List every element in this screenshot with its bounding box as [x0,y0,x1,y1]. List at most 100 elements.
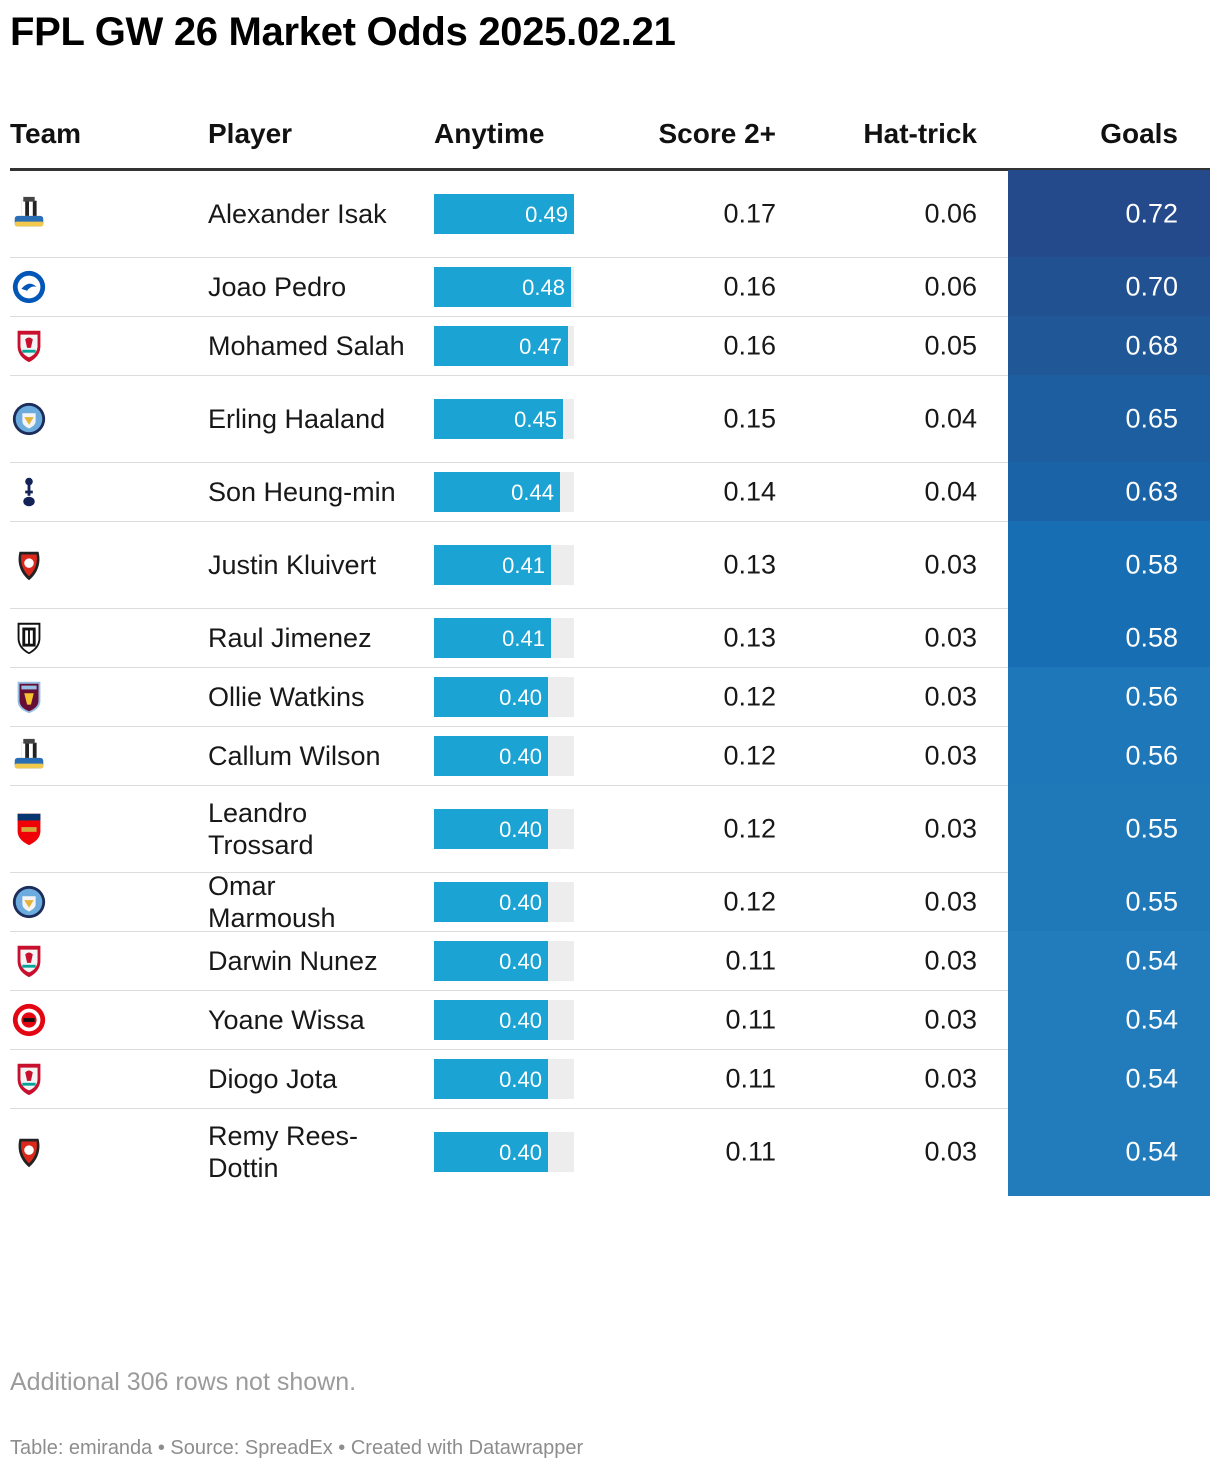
hat-trick-value: 0.03 [924,886,977,917]
club-crest-icon [17,813,41,846]
table-row: Mohamed Salah 0.47 0.16 0.05 0.68 [10,316,1210,376]
anytime-bar-track: 0.45 [434,399,574,439]
player-name: Raul Jimenez [208,623,372,653]
anytime-value: 0.41 [502,626,545,651]
hat-trick-value: 0.03 [924,945,977,976]
anytime-value: 0.41 [502,553,545,578]
goals-value: 0.55 [1125,813,1178,844]
score-2-plus-value: 0.15 [723,403,776,434]
goals-value: 0.58 [1125,622,1178,653]
player-name: Mohamed Salah [208,331,405,361]
goals-cell: 0.54 [1008,990,1210,1050]
anytime-bar-track: 0.44 [434,472,574,512]
anytime-value: 0.40 [499,1067,542,1092]
goals-cell: 0.56 [1008,726,1210,786]
anytime-bar-fill: 0.41 [434,545,551,585]
column-header-player[interactable]: Player [208,118,293,149]
table-row: Son Heung-min 0.44 0.14 0.04 0.63 [10,462,1210,522]
goals-cell: 0.72 [1008,170,1210,258]
anytime-bar-fill: 0.48 [434,267,571,307]
hat-trick-value: 0.03 [924,549,977,580]
anytime-bar-track: 0.40 [434,1000,574,1040]
anytime-bar-fill: 0.40 [434,809,548,849]
goals-value: 0.55 [1125,886,1178,917]
goals-value: 0.65 [1125,403,1178,434]
column-header-anytime[interactable]: Anytime [434,118,545,149]
player-name: Diogo Jota [208,1064,338,1094]
club-crest-icon [18,1138,40,1168]
table-row: Omar Marmoush 0.40 0.12 0.03 0.55 [10,871,1210,933]
goals-value: 0.54 [1125,945,1178,976]
hat-trick-value: 0.06 [924,198,977,229]
rows-not-shown-note: Additional 306 rows not shown. [10,1368,357,1396]
player-name: Erling Haaland [208,404,386,434]
column-header-score-2-plus[interactable]: Score 2+ [658,118,776,149]
player-name: Omar Marmoush [208,871,336,933]
anytime-bar-fill: 0.40 [434,677,548,717]
player-name: Leandro Trossard [208,798,314,860]
odds-table: Team Player Anytime Score 2+ Hat-trick G… [10,108,1210,1196]
club-crest-icon [18,551,40,581]
goals-cell: 0.54 [1008,1049,1210,1109]
anytime-bar-fill: 0.40 [434,736,548,776]
score-2-plus-value: 0.11 [725,1004,776,1035]
table-row: Erling Haaland 0.45 0.15 0.04 0.65 [10,375,1210,463]
anytime-bar-fill: 0.41 [434,618,551,658]
hat-trick-value: 0.04 [924,403,977,434]
anytime-bar-track: 0.40 [434,941,574,981]
anytime-bar-track: 0.40 [434,677,574,717]
hat-trick-value: 0.03 [924,1063,977,1094]
anytime-value: 0.47 [519,334,562,359]
anytime-bar-track: 0.40 [434,882,574,922]
table-row: Joao Pedro 0.48 0.16 0.06 0.70 [10,257,1210,317]
hat-trick-value: 0.06 [924,271,977,302]
anytime-bar-track: 0.49 [434,194,574,234]
score-2-plus-value: 0.13 [723,622,776,653]
score-2-plus-value: 0.14 [723,476,776,507]
score-2-plus-value: 0.12 [723,886,776,917]
player-name: Callum Wilson [208,741,381,771]
anytime-bar-fill: 0.40 [434,882,548,922]
anytime-bar-track: 0.40 [434,809,574,849]
hat-trick-value: 0.04 [924,476,977,507]
club-crest-icon [12,885,46,919]
goals-value: 0.56 [1125,740,1178,771]
club-crest-icon [17,330,41,363]
column-header-goals[interactable]: Goals [1100,118,1178,149]
goals-cell: 0.68 [1008,316,1210,376]
anytime-value: 0.48 [522,275,565,300]
table-row: Diogo Jota 0.40 0.11 0.03 0.54 [10,1049,1210,1109]
anytime-bar-fill: 0.40 [434,1059,548,1099]
score-2-plus-value: 0.16 [723,330,776,361]
score-2-plus-value: 0.16 [723,271,776,302]
anytime-value: 0.40 [499,685,542,710]
column-header-team[interactable]: Team [10,118,82,149]
goals-value: 0.58 [1125,549,1178,580]
anytime-bar-fill: 0.40 [434,941,548,981]
anytime-bar-track: 0.41 [434,545,574,585]
anytime-value: 0.40 [499,890,542,915]
club-crest-icon [12,270,46,304]
player-name: Alexander Isak [208,199,387,229]
column-header-hat-trick[interactable]: Hat-trick [863,118,977,149]
anytime-value: 0.40 [499,1008,542,1033]
anytime-bar-fill: 0.49 [434,194,574,234]
anytime-bar-fill: 0.47 [434,326,568,366]
hat-trick-value: 0.03 [924,681,977,712]
score-2-plus-value: 0.17 [723,198,776,229]
hat-trick-value: 0.03 [924,1136,977,1167]
anytime-bar-track: 0.40 [434,736,574,776]
goals-cell: 0.63 [1008,462,1210,522]
hat-trick-value: 0.03 [924,1004,977,1035]
anytime-bar-track: 0.48 [434,267,574,307]
goals-cell: 0.70 [1008,257,1210,317]
club-crest-icon [12,1003,46,1037]
goals-value: 0.68 [1125,330,1178,361]
anytime-bar-fill: 0.45 [434,399,563,439]
club-crest-icon [17,622,41,655]
anytime-value: 0.44 [511,480,554,505]
club-crest-icon [17,1063,41,1096]
goals-cell: 0.55 [1008,785,1210,873]
table-row: Darwin Nunez 0.40 0.11 0.03 0.54 [10,931,1210,991]
score-2-plus-value: 0.12 [723,740,776,771]
